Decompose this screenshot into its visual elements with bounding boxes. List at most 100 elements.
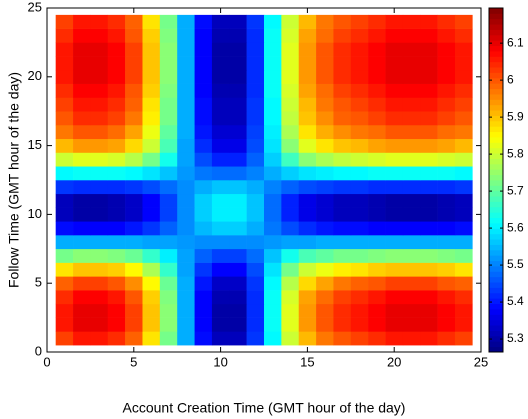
- heatmap-cell: [177, 317, 195, 332]
- heatmap-cell: [177, 221, 195, 236]
- heatmap-cell: [246, 207, 265, 222]
- heatmap-cell: [55, 262, 74, 277]
- x-tick-label: 25: [474, 354, 488, 369]
- heatmap-cell: [385, 207, 404, 222]
- heatmap-cell: [246, 152, 265, 167]
- heatmap-cell: [333, 97, 352, 112]
- heatmap-cell: [316, 152, 334, 167]
- heatmap-cell: [159, 28, 178, 43]
- heatmap-cell: [298, 42, 317, 57]
- heatmap-cell: [55, 276, 74, 291]
- heatmap-cell: [454, 180, 473, 195]
- heatmap-cell: [368, 303, 386, 318]
- heatmap-cell: [454, 152, 473, 167]
- heatmap-cell: [385, 83, 404, 98]
- heatmap-cell: [281, 83, 300, 98]
- heatmap-cell: [55, 207, 74, 222]
- heatmap-cell: [385, 69, 404, 84]
- heatmap-cell: [90, 42, 109, 57]
- heatmap-cell: [142, 180, 161, 195]
- heatmap-cell: [437, 69, 456, 84]
- heatmap-cell: [246, 290, 265, 305]
- y-tick-label: 5: [35, 275, 42, 290]
- colorbar-tick-label: 5.7: [507, 183, 524, 197]
- heatmap-cell: [385, 331, 404, 346]
- heatmap-cell: [402, 207, 421, 222]
- heatmap-cell: [385, 111, 404, 126]
- colorbar-segment: [489, 120, 503, 127]
- heatmap-cell: [246, 235, 265, 250]
- heatmap-cell: [142, 69, 161, 84]
- heatmap-cell: [298, 28, 317, 43]
- colorbar-segment: [489, 223, 503, 229]
- heatmap-cell: [142, 14, 161, 29]
- heatmap-cell: [125, 331, 143, 346]
- heatmap-cell: [368, 42, 386, 57]
- heatmap-cell: [159, 111, 178, 126]
- colorbar-segment: [489, 303, 503, 310]
- heatmap-cell: [368, 207, 386, 222]
- heatmap-cell: [194, 193, 213, 208]
- heatmap-cell: [368, 276, 386, 291]
- heatmap-cell: [73, 83, 91, 98]
- heatmap-cell: [333, 124, 352, 140]
- heatmap-cell: [125, 42, 143, 57]
- heatmap-cell: [229, 290, 247, 305]
- colorbar-segment: [489, 346, 503, 353]
- colorbar-tick-label: 5.9: [507, 109, 524, 123]
- heatmap-cell: [194, 56, 213, 71]
- heatmap-cell: [73, 42, 91, 57]
- heatmap-cell: [159, 56, 178, 71]
- heatmap-cell: [142, 331, 161, 346]
- heatmap-cell: [73, 276, 91, 291]
- colorbar-segment: [489, 180, 503, 186]
- heatmap-cell: [229, 317, 247, 332]
- heatmap-cell: [368, 317, 386, 332]
- heatmap-cell: [368, 248, 386, 263]
- heatmap-cell: [246, 248, 265, 263]
- heatmap-cell: [437, 138, 456, 153]
- heatmap-cell: [385, 193, 404, 208]
- heatmap-cell: [298, 248, 317, 263]
- heatmap-cell: [211, 193, 230, 208]
- heatmap-cell: [316, 14, 334, 29]
- heatmap-cell: [142, 97, 161, 112]
- heatmap-cell: [194, 83, 213, 98]
- heatmap-cell: [73, 28, 91, 43]
- heatmap-cell: [333, 138, 352, 153]
- heatmap-cell: [350, 97, 369, 112]
- heatmap-cell: [264, 276, 282, 291]
- heatmap-cell: [55, 97, 74, 112]
- heatmap-cell: [246, 193, 265, 208]
- heatmap-cell: [420, 111, 438, 126]
- y-tick-label: 10: [28, 206, 42, 221]
- heatmap-cell: [55, 290, 74, 305]
- heatmap-cell: [281, 276, 300, 291]
- colorbar-segment: [489, 309, 503, 315]
- heatmap-cell: [125, 124, 143, 140]
- heatmap-cell: [211, 207, 230, 222]
- heatmap-cell: [316, 317, 334, 332]
- heatmap-cell: [246, 111, 265, 126]
- heatmap-cell: [73, 14, 91, 29]
- heatmap-cell: [316, 111, 334, 126]
- heatmap-cell: [402, 138, 421, 153]
- heatmap-cell: [142, 235, 161, 250]
- heatmap-cell: [316, 221, 334, 236]
- heatmap-cell: [350, 207, 369, 222]
- heatmap-cell: [402, 193, 421, 208]
- heatmap-cell: [368, 262, 386, 277]
- colorbar-segment: [489, 110, 503, 116]
- heatmap-cell: [159, 221, 178, 236]
- heatmap-cell: [211, 42, 230, 57]
- heatmap-cell: [211, 152, 230, 167]
- y-tick-label: 20: [28, 68, 42, 83]
- heatmap-cell: [402, 180, 421, 195]
- heatmap-cell: [229, 166, 247, 181]
- heatmap-cell: [385, 14, 404, 29]
- heatmap-cell: [159, 262, 178, 277]
- colorbar-segment: [489, 341, 503, 348]
- heatmap-cell: [246, 331, 265, 346]
- heatmap-cell: [246, 262, 265, 277]
